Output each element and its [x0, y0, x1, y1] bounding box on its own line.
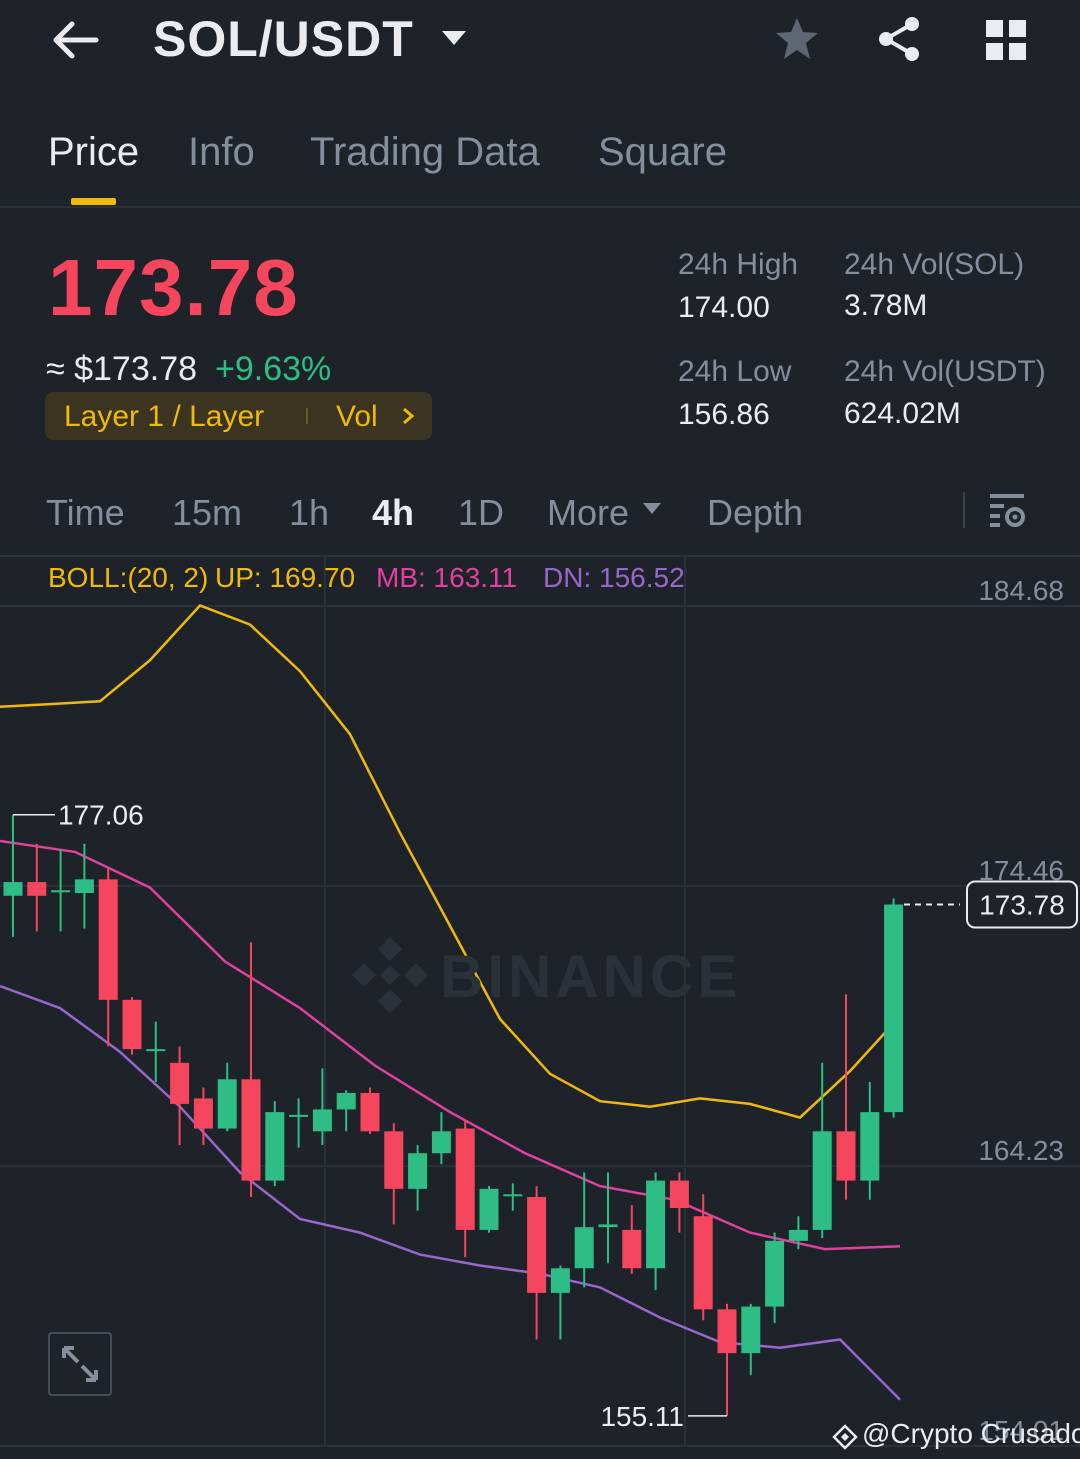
- interval-time[interactable]: Time: [46, 492, 125, 533]
- last-price-box: [966, 880, 1078, 929]
- stat-low-label: 24h Low: [678, 355, 792, 388]
- candle-body: [455, 1128, 475, 1230]
- candle-body: [146, 1049, 166, 1052]
- tabs-divider: [0, 206, 1080, 208]
- interval-4h[interactable]: 4h: [372, 492, 415, 533]
- interval-depth[interactable]: Depth: [707, 492, 804, 533]
- last-price-label: 173.78: [979, 890, 1065, 921]
- binance-logo-icon: [832, 1424, 858, 1450]
- candle-body: [765, 1240, 785, 1307]
- candle-body: [384, 1131, 404, 1189]
- candle-body: [836, 1131, 856, 1181]
- candle-body: [74, 879, 94, 894]
- candle-body: [408, 1153, 428, 1189]
- tab-info[interactable]: Info: [188, 130, 255, 174]
- category-tag-label: Layer 1 / Layer: [64, 400, 265, 433]
- star-icon[interactable]: [772, 14, 822, 64]
- candle-body: [27, 882, 47, 896]
- interval-more[interactable]: More: [547, 492, 630, 533]
- tab-price[interactable]: Price: [48, 130, 140, 174]
- max-price-label: 177.06: [58, 800, 144, 831]
- chart-divider: [0, 555, 1080, 557]
- category-tag-vol: Vol: [336, 400, 378, 433]
- candle-body: [265, 1112, 285, 1181]
- last-price: 173.78: [48, 243, 299, 332]
- share-icon[interactable]: [876, 16, 922, 62]
- y-tick-label: 164.23: [978, 1135, 1064, 1166]
- interval-separator: [963, 492, 965, 528]
- candle-body: [788, 1229, 808, 1241]
- candle-body: [717, 1309, 737, 1354]
- candle-body: [3, 882, 23, 896]
- stat-vol-sol-value: 3.78M: [844, 289, 928, 322]
- candle-body: [527, 1197, 547, 1293]
- candle-body: [431, 1131, 451, 1154]
- interval-1h[interactable]: 1h: [289, 492, 330, 533]
- candle-body: [360, 1092, 380, 1132]
- candle-body: [217, 1079, 237, 1129]
- grid-icon[interactable]: [984, 18, 1028, 62]
- y-tick-label: 154.01: [978, 1415, 1064, 1446]
- back-arrow-icon[interactable]: [50, 18, 100, 62]
- candlestick-chart[interactable]: 184.68174.46164.23154.01177.06155.11173.…: [0, 557, 1080, 1459]
- tag-separator: [306, 408, 308, 424]
- candle-body: [693, 1216, 713, 1310]
- stat-vol-sol-label: 24h Vol(SOL): [844, 248, 1025, 281]
- tab-square[interactable]: Square: [598, 130, 727, 174]
- candle-body: [312, 1109, 332, 1132]
- candle-body: [193, 1098, 213, 1129]
- tab-trading-data[interactable]: Trading Data: [310, 130, 540, 174]
- candle-body: [241, 1079, 261, 1181]
- watermark-text: BINANCE: [440, 943, 742, 1010]
- chart-settings-icon[interactable]: [988, 490, 1028, 530]
- candle-body: [598, 1224, 618, 1228]
- candle-body: [884, 904, 904, 1113]
- boll-legend-mb: MB: 163.11: [376, 562, 518, 593]
- candle-body: [622, 1229, 642, 1269]
- interval-15m[interactable]: 15m: [172, 492, 243, 533]
- stat-high-label: 24h High: [678, 248, 799, 281]
- credit-label: @Crypto Crusador: [862, 1418, 1080, 1449]
- chevron-right-icon: [403, 407, 415, 425]
- price-change-percent: +9.63%: [215, 350, 332, 388]
- boll-middle-line: [0, 839, 901, 1251]
- boll-upper-line: [0, 604, 901, 1119]
- boll-legend-dn: DN: 156.52: [543, 562, 685, 593]
- min-price-label: 155.11: [600, 1401, 684, 1432]
- y-tick-label: 184.68: [978, 575, 1064, 606]
- candle-body: [170, 1062, 190, 1104]
- boll-legend-up: UP: 169.70: [215, 562, 356, 593]
- candle-body: [51, 890, 71, 893]
- candle-body: [574, 1227, 594, 1269]
- candle-body: [812, 1131, 832, 1230]
- candle-body: [122, 999, 142, 1050]
- caret-down-icon[interactable]: [440, 28, 468, 48]
- stat-high-value: 174.00: [678, 291, 770, 324]
- active-tab-indicator: [71, 198, 116, 205]
- binance-watermark: [352, 937, 428, 1013]
- caret-down-icon: [643, 503, 661, 514]
- candle-body: [860, 1112, 880, 1181]
- candle-body: [646, 1180, 666, 1269]
- candle-body: [289, 1114, 309, 1117]
- stat-vol-usdt-value: 624.02M: [844, 397, 961, 430]
- candle-body: [741, 1306, 761, 1354]
- candle-body: [550, 1268, 570, 1293]
- pair-title[interactable]: SOL/USDT: [153, 11, 414, 67]
- boll-legend-title: BOLL:(20, 2): [48, 562, 209, 593]
- candle-body: [336, 1092, 356, 1110]
- expand-chart-button[interactable]: [48, 1332, 112, 1396]
- candle-body: [479, 1188, 499, 1230]
- category-tag[interactable]: [45, 392, 432, 440]
- interval-1d[interactable]: 1D: [458, 492, 505, 533]
- stat-low-value: 156.86: [678, 398, 770, 431]
- candle-body: [669, 1180, 689, 1208]
- stat-vol-usdt-label: 24h Vol(USDT): [844, 355, 1046, 388]
- usd-price: ≈ $173.78: [46, 350, 198, 388]
- expand-icon: [62, 1346, 98, 1382]
- candle-body: [503, 1194, 523, 1197]
- candle-body: [98, 879, 118, 1000]
